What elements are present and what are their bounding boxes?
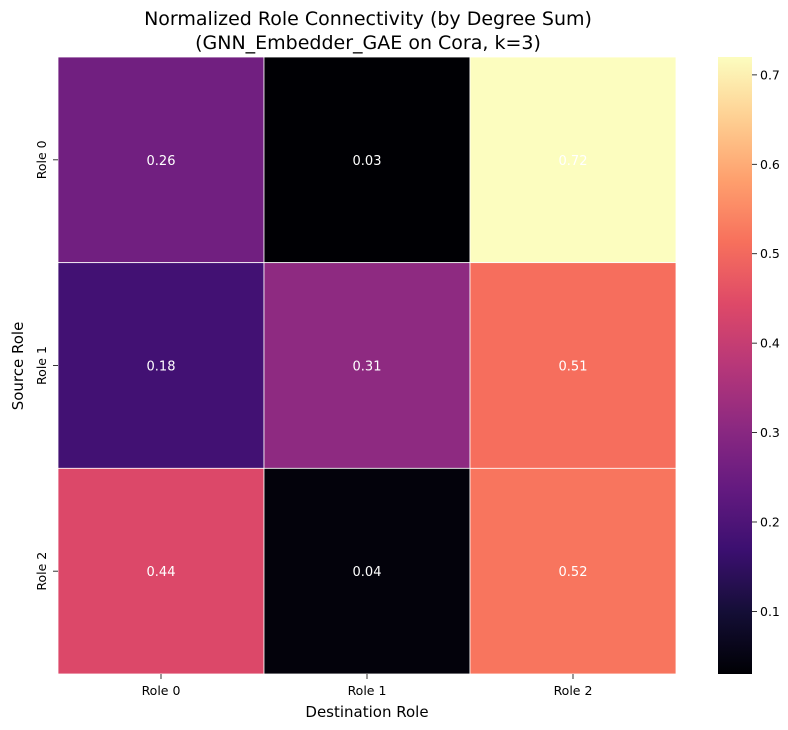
- cell-value-label-r0-c0: 0.26: [147, 154, 176, 169]
- heatmap-cell-r0-c1: [263, 56, 471, 264]
- y-tick-label-1: Role 1: [34, 346, 49, 385]
- colorbar-tick-label-1: 0.2: [760, 514, 780, 529]
- heatmap-cell-r2-c1: [263, 467, 471, 675]
- x-tick-label-1: Role 1: [348, 683, 387, 698]
- heatmap-cell-r1-c0: [57, 262, 265, 469]
- heatmap-cell-r0-c0: [57, 56, 265, 264]
- colorbar-tick-label-2: 0.3: [760, 425, 780, 440]
- colorbar-tick-label-3: 0.4: [760, 336, 780, 351]
- y-axis-label: Source Role: [9, 322, 27, 411]
- y-axis-ticks: Role 0 Role 1 Role 2: [34, 140, 58, 591]
- heatmap-cell-r1-c1: [263, 262, 471, 469]
- x-tick-label-2: Role 2: [554, 683, 593, 698]
- chart-title-line-2: (GNN_Embedder_GAE on Cora, k=3): [195, 32, 541, 54]
- cell-value-label-r2-c2: 0.52: [559, 565, 588, 580]
- heatmap-cell-r2-c0: [57, 467, 265, 675]
- heatmap-cell-r1-c2: [469, 262, 677, 469]
- y-tick-label-0: Role 0: [34, 140, 49, 179]
- colorbar-tick-label-0: 0.1: [760, 604, 780, 619]
- cell-value-label-r2-c1: 0.04: [353, 565, 382, 580]
- cell-value-label-r1-c2: 0.51: [559, 360, 588, 375]
- colorbar-ticks: 0.1 0.2 0.3 0.4 0.5 0.6 0.7: [752, 67, 780, 619]
- colorbar: [718, 57, 752, 674]
- colorbar-tick-label-5: 0.6: [760, 157, 780, 172]
- x-tick-label-0: Role 0: [142, 683, 181, 698]
- y-tick-label-2: Role 2: [34, 552, 49, 591]
- x-axis-ticks: Role 0 Role 1 Role 2: [142, 674, 593, 698]
- colorbar-tick-label-6: 0.7: [760, 67, 780, 82]
- chart-title-line-1: Normalized Role Connectivity (by Degree …: [144, 8, 592, 30]
- cell-value-label-r0-c1: 0.03: [353, 154, 382, 169]
- cell-value-label-r1-c0: 0.18: [147, 360, 176, 375]
- heatmap-cells: [57, 56, 677, 675]
- heatmap-cell-r0-c2: [469, 56, 677, 264]
- cell-value-label-r0-c2: 0.72: [559, 154, 588, 169]
- x-axis-label: Destination Role: [305, 703, 428, 721]
- cell-value-label-r2-c0: 0.44: [147, 565, 176, 580]
- colorbar-tick-label-4: 0.5: [760, 246, 780, 261]
- cell-value-label-r1-c1: 0.31: [353, 360, 382, 375]
- heatmap-cell-labels: 0.26 0.03 0.72 0.18 0.31 0.51 0.44 0.04 0.52: [147, 154, 588, 580]
